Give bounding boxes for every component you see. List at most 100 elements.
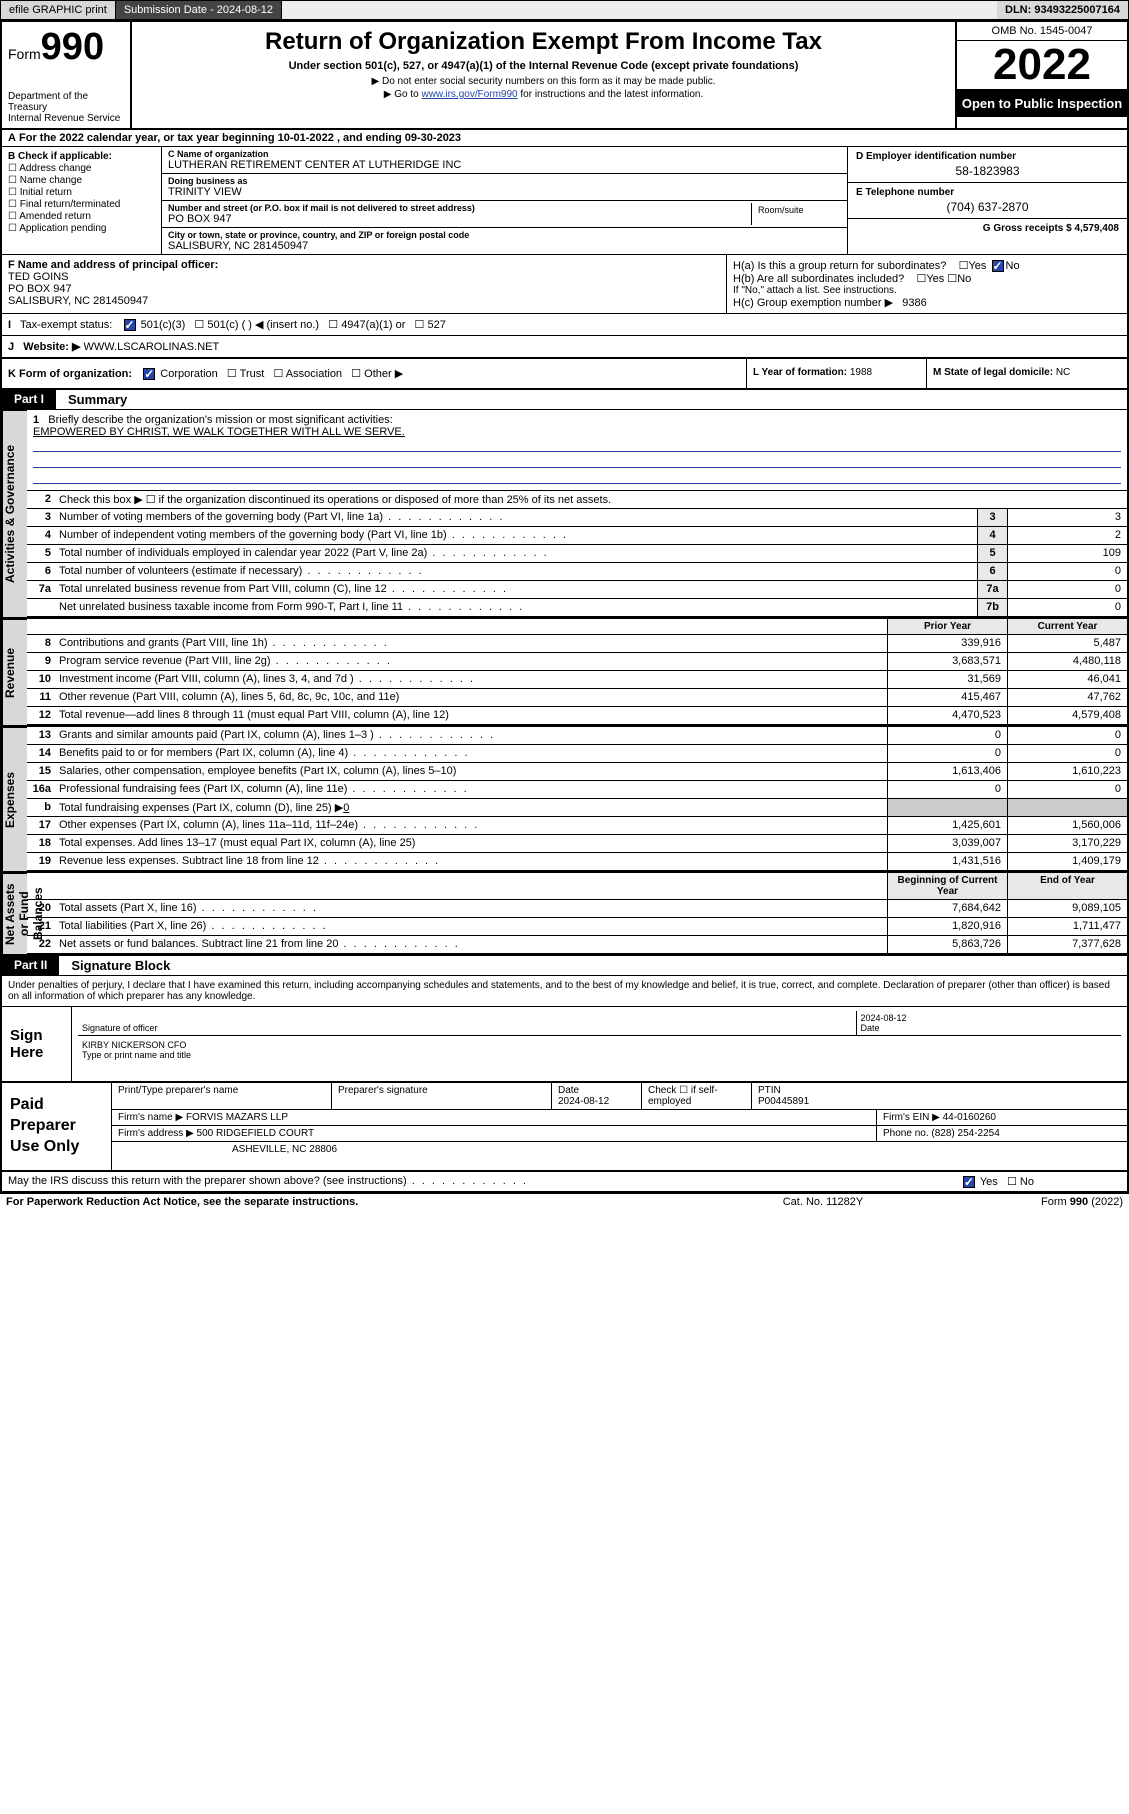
chk-app-pending[interactable]: ☐ Application pending [8, 223, 155, 234]
chk-corporation [143, 368, 155, 380]
l22: Net assets or fund balances. Subtract li… [55, 936, 887, 953]
officer-name: TED GOINS [8, 271, 69, 283]
form-number: Form990 [8, 26, 124, 69]
dba-label: Doing business as [168, 176, 841, 186]
l4-val: 2 [1007, 527, 1127, 544]
paid-preparer-block: Paid Preparer Use Only Print/Type prepar… [2, 1083, 1127, 1171]
l7b: Net unrelated business taxable income fr… [55, 599, 977, 616]
l9: Program service revenue (Part VIII, line… [55, 653, 887, 670]
begin-hdr: Beginning of Current Year [887, 873, 1007, 899]
form-subtitle: Under section 501(c), 527, or 4947(a)(1)… [138, 60, 949, 72]
may-irs-row: May the IRS discuss this return with the… [2, 1172, 1127, 1192]
ha-no-check [992, 260, 1004, 272]
row-bcd: B Check if applicable: ☐ Address change … [2, 147, 1127, 255]
l12: Total revenue—add lines 8 through 11 (mu… [55, 707, 887, 724]
l6-val: 0 [1007, 563, 1127, 580]
dln: DLN: 93493225007164 [997, 1, 1128, 19]
vtab-expenses: Expenses [2, 727, 27, 871]
firm-name: FORVIS MAZARS LLP [186, 1112, 288, 1123]
chk-initial-return[interactable]: ☐ Initial return [8, 187, 155, 198]
hc-row: H(c) Group exemption number ▶ 9386 [733, 296, 1121, 309]
l7a: Total unrelated business revenue from Pa… [55, 581, 977, 598]
l5: Total number of individuals employed in … [55, 545, 977, 562]
l6: Total number of volunteers (estimate if … [55, 563, 977, 580]
sign-here-label: Sign Here [2, 1007, 72, 1081]
c-name-label: C Name of organization [168, 149, 841, 159]
chk-name-change[interactable]: ☐ Name change [8, 175, 155, 186]
l2: Check this box ▶ ☐ if the organization d… [55, 491, 1127, 508]
l11: Other revenue (Part VIII, column (A), li… [55, 689, 887, 706]
chk-final-return[interactable]: ☐ Final return/terminated [8, 199, 155, 210]
chk-501c3 [124, 319, 136, 331]
firm-ein: 44-0160260 [943, 1112, 996, 1123]
gross-label: G Gross receipts $ [983, 223, 1072, 234]
dept-treasury: Department of the Treasury [8, 91, 124, 113]
cat-no: Cat. No. 11282Y [723, 1196, 923, 1208]
phone-value: (704) 637-2870 [856, 200, 1119, 214]
chk-amended[interactable]: ☐ Amended return [8, 211, 155, 222]
mission: EMPOWERED BY CHRIST, WE WALK TOGETHER WI… [33, 426, 1121, 438]
irs-link[interactable]: www.irs.gov/Form990 [421, 89, 517, 100]
footer: For Paperwork Reduction Act Notice, see … [0, 1194, 1129, 1210]
addr-label: Number and street (or P.O. box if mail i… [168, 203, 751, 213]
l1-text: Briefly describe the organization's miss… [48, 414, 392, 426]
officer-addr2: SALISBURY, NC 281450947 [8, 295, 148, 307]
omb-number: OMB No. 1545-0047 [957, 22, 1127, 41]
part1-header: Part I Summary [2, 390, 1127, 410]
chk-address-change[interactable]: ☐ Address change [8, 163, 155, 174]
curr-year-hdr: Current Year [1007, 619, 1127, 634]
l10: Investment income (Part VIII, column (A)… [55, 671, 887, 688]
top-bar: efile GRAPHIC print Submission Date - 20… [0, 0, 1129, 20]
l3-val: 3 [1007, 509, 1127, 526]
may-irs-yes [963, 1176, 975, 1188]
l7a-val: 0 [1007, 581, 1127, 598]
l18: Total expenses. Add lines 13–17 (must eq… [55, 835, 887, 852]
vtab-net: Net Assets or Fund Balances [2, 873, 27, 954]
l7b-val: 0 [1007, 599, 1127, 616]
end-hdr: End of Year [1007, 873, 1127, 899]
l15: Salaries, other compensation, employee b… [55, 763, 887, 780]
website: WWW.LSCAROLINAS.NET [84, 341, 220, 353]
row-j: J Website: ▶ WWW.LSCAROLINAS.NET [2, 336, 1127, 359]
ein-value: 58-1823983 [856, 164, 1119, 178]
firm-addr2: ASHEVILLE, NC 28806 [112, 1142, 1127, 1157]
gross-value: 4,579,408 [1075, 223, 1120, 234]
efile-label[interactable]: efile GRAPHIC print [1, 1, 116, 19]
row-a-tax-year: A For the 2022 calendar year, or tax yea… [2, 130, 1127, 147]
sign-block: Sign Here Signature of officer 2024-08-1… [2, 1007, 1127, 1083]
form-ref: Form 990 (2022) [923, 1196, 1123, 1208]
row-k: K Form of organization: Corporation ☐ Tr… [2, 359, 1127, 390]
l4: Number of independent voting members of … [55, 527, 977, 544]
l20: Total assets (Part X, line 16) [55, 900, 887, 917]
vtab-revenue: Revenue [2, 619, 27, 725]
phone-label: E Telephone number [856, 187, 1119, 198]
officer-sig-name: KIRBY NICKERSON CFO [82, 1040, 186, 1050]
ha-row: H(a) Is this a group return for subordin… [733, 259, 1121, 272]
room-suite: Room/suite [751, 203, 841, 225]
f-label: F Name and address of principal officer: [8, 259, 218, 271]
firm-phone: (828) 254-2254 [931, 1128, 999, 1139]
row-f: F Name and address of principal officer:… [2, 255, 1127, 314]
city-label: City or town, state or province, country… [168, 230, 841, 240]
firm-addr1: 500 RIDGEFIELD COURT [197, 1128, 315, 1139]
l16b: Total fundraising expenses (Part IX, col… [55, 799, 887, 816]
l3: Number of voting members of the governin… [55, 509, 977, 526]
officer-addr1: PO BOX 947 [8, 283, 72, 295]
form-990: Form990 Department of the Treasury Inter… [0, 20, 1129, 1194]
ptin: P00445891 [758, 1096, 809, 1107]
l19: Revenue less expenses. Subtract line 18 … [55, 853, 887, 870]
dba-value: TRINITY VIEW [168, 186, 841, 198]
part2-header: Part II Signature Block [2, 956, 1127, 976]
goto-note: ▶ Go to www.irs.gov/Form990 for instruct… [138, 89, 949, 100]
l5-val: 109 [1007, 545, 1127, 562]
form-title: Return of Organization Exempt From Incom… [138, 28, 949, 56]
l14: Benefits paid to or for members (Part IX… [55, 745, 887, 762]
tax-status-label: Tax-exempt status: [20, 319, 112, 331]
city-value: SALISBURY, NC 281450947 [168, 240, 841, 252]
org-name: LUTHERAN RETIREMENT CENTER AT LUTHERIDGE… [168, 159, 841, 171]
hb-row: H(b) Are all subordinates included? ☐Yes… [733, 272, 1121, 285]
vtab-governance: Activities & Governance [2, 410, 27, 617]
l16a: Professional fundraising fees (Part IX, … [55, 781, 887, 798]
addr-value: PO BOX 947 [168, 213, 751, 225]
submission-date: Submission Date - 2024-08-12 [116, 1, 282, 19]
